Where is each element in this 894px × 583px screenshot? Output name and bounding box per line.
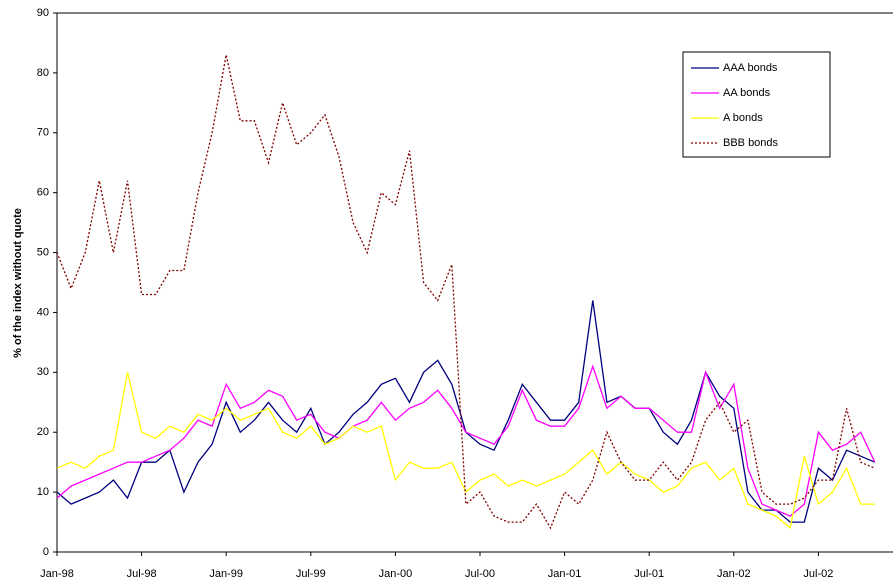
legend-label: BBB bonds xyxy=(723,137,779,149)
y-tick-label: 10 xyxy=(37,486,49,498)
line-series xyxy=(56,54,876,530)
x-tick-label: Jan-98 xyxy=(40,568,74,580)
y-tick-label: 80 xyxy=(37,67,49,79)
y-tick-label: 20 xyxy=(37,426,49,438)
x-tick-label: Jan-02 xyxy=(717,568,751,580)
line-series xyxy=(56,372,875,530)
y-tick-label: 60 xyxy=(37,187,49,199)
x-tick-label: Jul-99 xyxy=(296,568,326,580)
x-tick-label: Jan-99 xyxy=(209,568,243,580)
legend-label: AAA bonds xyxy=(723,62,778,74)
legend-box xyxy=(682,51,831,158)
line-series xyxy=(56,364,876,517)
y-axis-label: % of the index without quote xyxy=(12,208,24,358)
y-tick-label: 70 xyxy=(37,127,49,139)
x-tick-label: Jan-00 xyxy=(379,568,413,580)
x-tick-label: Jul-01 xyxy=(634,568,664,580)
y-tick-label: 90 xyxy=(37,7,49,19)
x-tick-label: Jan-01 xyxy=(548,568,582,580)
legend: AAA bonds AA bonds A bonds BBB bonds xyxy=(682,51,831,158)
y-tick-label: 50 xyxy=(37,246,49,258)
x-tick-label: Jul-02 xyxy=(803,568,833,580)
y-tick-label: 30 xyxy=(37,366,49,378)
line-series xyxy=(56,300,876,523)
y-tick-label: 0 xyxy=(43,546,49,558)
legend-label: AA bonds xyxy=(723,87,771,99)
x-tick-label: Jul-98 xyxy=(127,568,157,580)
legend-label: A bonds xyxy=(723,112,763,124)
y-tick-label: 40 xyxy=(37,306,49,318)
x-tick-label: Jul-00 xyxy=(465,568,495,580)
